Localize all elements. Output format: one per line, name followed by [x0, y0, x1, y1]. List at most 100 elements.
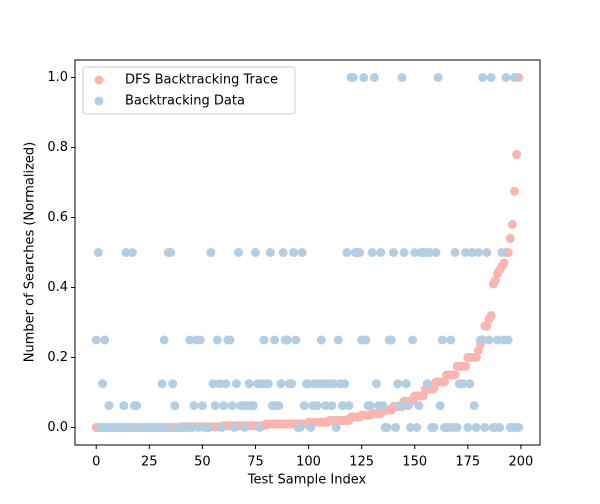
scatter-point [376, 248, 386, 257]
scatter-point [429, 384, 439, 394]
scatter-point [439, 377, 449, 387]
scatter-point [425, 248, 435, 257]
scatter-point [250, 248, 260, 257]
scatter-point [510, 186, 520, 196]
y-tick-label: 0.0 [47, 420, 68, 435]
scatter-point [104, 401, 114, 411]
scatter-point [391, 423, 401, 432]
scatter-point [507, 220, 517, 229]
scatter-point [161, 423, 171, 432]
scatter-point [503, 335, 513, 345]
scatter-point [514, 423, 524, 432]
scatter-point [278, 248, 288, 257]
y-tick-label: 0.8 [47, 140, 68, 155]
scatter-point [446, 335, 456, 345]
scatter-point [187, 423, 197, 432]
scatter-point [495, 423, 505, 432]
scatter-point [461, 361, 471, 371]
x-tick-label: 50 [194, 455, 211, 470]
y-tick-label: 1.0 [47, 70, 68, 85]
scatter-point [459, 379, 469, 389]
scatter-point [367, 248, 377, 257]
scatter-point [229, 423, 239, 432]
x-tick-label: 0 [92, 455, 100, 470]
legend-label: DFS Backtracking Trace [125, 73, 278, 88]
y-tick-label: 0.6 [47, 210, 68, 225]
scatter-point [287, 379, 297, 389]
scatter-point [471, 353, 481, 362]
scatter-point [159, 335, 169, 345]
scatter-point [208, 379, 218, 389]
scatter-point [499, 258, 509, 268]
scatter-point [132, 401, 142, 411]
scatter-point [476, 335, 486, 345]
scatter-point [166, 248, 176, 257]
y-axis-label: Number of Searches (Normalized) [23, 142, 38, 362]
scatter-point [119, 401, 129, 411]
x-tick-label: 75 [247, 455, 264, 470]
scatter-point [259, 335, 269, 345]
scatter-point [306, 423, 316, 432]
scatter-point [93, 248, 103, 257]
legend-label: Backtracking Data [125, 94, 245, 109]
x-axis-label: Test Sample Index [247, 473, 367, 488]
scatter-point [469, 401, 479, 411]
scatter-point [155, 423, 165, 432]
scatter-point [333, 335, 343, 345]
scatter-point [233, 248, 243, 257]
scatter-point [490, 276, 500, 285]
scatter-point [98, 379, 108, 389]
scatter-point [414, 401, 424, 411]
scatter-point [386, 335, 396, 345]
scatter-point [125, 423, 135, 432]
x-tick-label: 100 [296, 455, 321, 470]
scatter-point [412, 423, 422, 432]
scatter-point [157, 379, 167, 389]
scatter-point [282, 335, 292, 345]
scatter-point [355, 248, 365, 257]
scatter-point [452, 423, 462, 432]
scatter-point [450, 248, 460, 257]
scatter-point [482, 321, 492, 331]
scatter-point [299, 401, 309, 411]
scatter-point [340, 379, 350, 389]
scatter-point [274, 401, 284, 411]
scatter-point [255, 423, 265, 432]
x-tick-label: 125 [349, 455, 374, 470]
scatter-point [401, 379, 411, 389]
scatter-point [168, 379, 178, 389]
scatter-point [369, 73, 379, 82]
scatter-point [244, 379, 254, 389]
scatter-point [316, 335, 326, 345]
scatter-point [100, 335, 110, 345]
scatter-point [480, 423, 490, 432]
legend-marker [94, 75, 104, 85]
scatter-point [399, 248, 409, 257]
scatter-point [473, 346, 483, 355]
x-tick-label: 150 [402, 455, 427, 470]
scatter-point [403, 401, 413, 411]
scatter-point [405, 423, 415, 432]
scatter-point [342, 248, 352, 257]
scatter-point [289, 248, 299, 257]
scatter-point [437, 335, 447, 345]
scatter-point [189, 401, 199, 411]
scatter-point [127, 248, 137, 257]
scatter-point [304, 379, 314, 389]
scatter-point [486, 311, 496, 320]
scatter-point [312, 401, 322, 411]
scatter-point [418, 391, 428, 401]
scatter-point [471, 423, 481, 432]
scatter-point [493, 335, 503, 345]
scatter-point [510, 73, 520, 82]
x-tick-label: 175 [455, 455, 480, 470]
scatter-point [95, 423, 105, 432]
scatter-point [463, 423, 473, 432]
scatter-point [433, 73, 443, 82]
y-tick-label: 0.2 [47, 350, 68, 365]
scatter-point [408, 335, 418, 345]
scatter-point [270, 335, 280, 345]
scatter-point [484, 335, 494, 345]
scatter-point [185, 335, 195, 345]
scatter-point [338, 401, 348, 411]
